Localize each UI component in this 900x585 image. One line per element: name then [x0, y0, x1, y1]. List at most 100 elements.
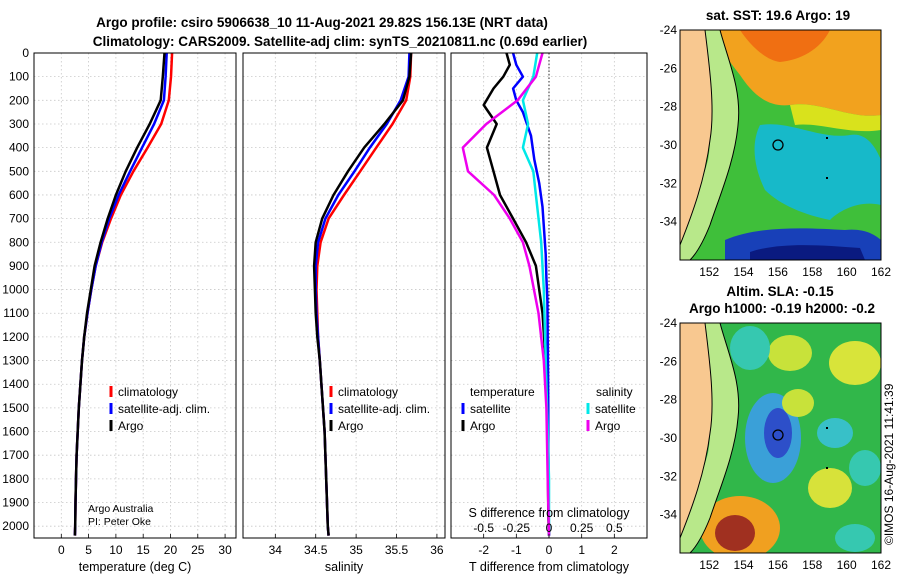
y-tick-label: 0	[22, 46, 29, 60]
sla-cyan-blob	[849, 450, 881, 486]
land	[680, 323, 713, 538]
x-tick-label: 0	[58, 543, 65, 557]
legend-s-argo-label: Argo	[595, 419, 621, 433]
difference-legend: temperature salinity satellite Argo sate…	[461, 385, 636, 433]
figure-title-line1: Argo profile: csiro 5906638_10 11-Aug-20…	[96, 15, 548, 30]
y-tick-label: 1900	[2, 496, 29, 510]
series-salinity-argo	[461, 52, 551, 536]
y-tick-label: 500	[9, 164, 29, 178]
x-axis-label: salinity	[325, 560, 364, 574]
coastline	[680, 30, 713, 246]
lon-tick-label: 162	[871, 558, 891, 572]
sla-map-title2: Argo h1000: -0.19 h2000: -0.2	[689, 301, 875, 316]
x-tick-label: 1	[578, 543, 585, 557]
x-tick-label: -1	[511, 543, 522, 557]
y-tick-label: 800	[9, 235, 29, 249]
y-tick-label: 1500	[2, 401, 29, 415]
legend-climatology-label: climatology	[118, 385, 178, 399]
y-tick-label: 1200	[2, 330, 29, 344]
sla-yellow-blob	[808, 468, 852, 508]
x-tick-label: 5	[85, 543, 92, 557]
secondary-x-tick-label: -0.5	[473, 521, 494, 535]
sst-map-ticks: -24 -26 -28 -30 -32 -34 152 154 156 158 160 162	[660, 23, 892, 279]
x-axis-label: temperature (deg C)	[79, 560, 192, 574]
y-tick-label: 2000	[2, 519, 29, 533]
x-tick-label: 30	[218, 543, 232, 557]
legend-satellite-label: satellite-adj. clim.	[338, 402, 430, 416]
y-tick-label: 1100	[3, 306, 29, 320]
legend-t-satellite-label: satellite	[470, 402, 511, 416]
sla-map	[680, 323, 881, 553]
lat-tick-label: -34	[660, 215, 678, 229]
credit-line2: PI: Peter Oke	[88, 516, 151, 528]
panel-1: 0 5 10 15 20 25 300100200300400500600700800900…	[2, 46, 237, 574]
lat-tick-label: -30	[660, 138, 678, 152]
y-tick-label: 1300	[2, 354, 29, 368]
secondary-x-tick-label: 0	[546, 521, 553, 535]
panel-3: -2 -1 0 1 2 T difference from climatology S di…	[450, 52, 648, 574]
lat-tick-label: -24	[660, 316, 678, 330]
timestamp: ©IMOS 16-Aug-2021 11:41:39	[882, 383, 896, 545]
secondary-x-tick-label: 0.25	[570, 521, 594, 535]
depth-contour	[689, 30, 740, 260]
series-argo	[312, 52, 413, 536]
sla-map-ticks: -24 -26 -28 -30 -32 -34 152 154 156 158 160 162	[660, 316, 892, 572]
panel-frame	[242, 52, 446, 539]
profile-panels: 0 5 10 15 20 25 300100200300400500600700800900…	[2, 46, 648, 574]
lat-tick-label: -28	[660, 393, 678, 407]
x-tick-label: 10	[109, 543, 123, 557]
warm-core	[740, 30, 830, 62]
sla-map-title1: Altim. SLA: -0.15	[726, 284, 834, 299]
lat-tick-label: -34	[660, 508, 678, 522]
lat-tick-label: -26	[660, 61, 678, 75]
coastline	[680, 323, 713, 539]
x-tick-label: 35	[349, 543, 363, 557]
series-satellite-adj-clim-	[314, 52, 411, 536]
lat-tick-label: -28	[660, 100, 678, 114]
ref-dot	[826, 467, 828, 469]
y-tick-label: 900	[9, 259, 29, 273]
argo-position-marker	[772, 139, 784, 151]
cold-core	[750, 245, 865, 260]
legend-climatology-label: climatology	[338, 385, 398, 399]
x-tick-label: 0	[546, 543, 553, 557]
ref-dot	[826, 137, 828, 139]
x-tick-label: -2	[478, 543, 489, 557]
y-tick-label: 700	[9, 212, 29, 226]
temperature-legend: climatology satellite-adj. clim. Argo	[109, 385, 210, 433]
x-axis-label: T difference from climatology	[469, 560, 630, 574]
y-tick-label: 1600	[2, 425, 29, 439]
argo-position-marker	[772, 429, 784, 441]
secondary-x-axis-label: S difference from climatology	[469, 506, 631, 520]
lon-tick-label: 160	[837, 558, 857, 572]
x-tick-label: 34.5	[304, 543, 328, 557]
y-tick-label: 200	[9, 93, 29, 107]
warm-region	[710, 30, 881, 116]
legend-t-argo-label: Argo	[470, 419, 496, 433]
y-tick-label: 1700	[2, 448, 29, 462]
sla-cyan-blob	[730, 326, 770, 370]
sla-red-core	[715, 515, 755, 551]
lon-tick-label: 158	[802, 558, 822, 572]
land	[680, 30, 713, 245]
sst-map-title: sat. SST: 19.6 Argo: 19	[706, 8, 850, 23]
sla-map-frame	[679, 322, 882, 554]
depth-contour	[689, 323, 740, 553]
lon-tick-label: 160	[837, 265, 857, 279]
sla-blue-core	[764, 408, 792, 458]
salinity-legend: climatology satellite-adj. clim. Argo	[329, 385, 430, 433]
x-tick-label: 35.5	[385, 543, 409, 557]
yellow-band	[790, 104, 881, 132]
sla-cyan-blob	[817, 418, 853, 448]
panel-2: 34 34.5 35 35.5 36 salinity	[242, 52, 446, 574]
lon-tick-label: 162	[871, 265, 891, 279]
y-tick-label: 1000	[2, 283, 29, 297]
sla-yellow-blob	[782, 389, 814, 417]
sst-map	[680, 30, 881, 260]
legend-argo-label: Argo	[118, 419, 144, 433]
legend-argo-label: Argo	[338, 419, 364, 433]
sla-cyan-blob	[835, 524, 875, 552]
legend-temperature-heading: temperature	[470, 385, 535, 399]
lat-tick-label: -24	[660, 23, 678, 37]
